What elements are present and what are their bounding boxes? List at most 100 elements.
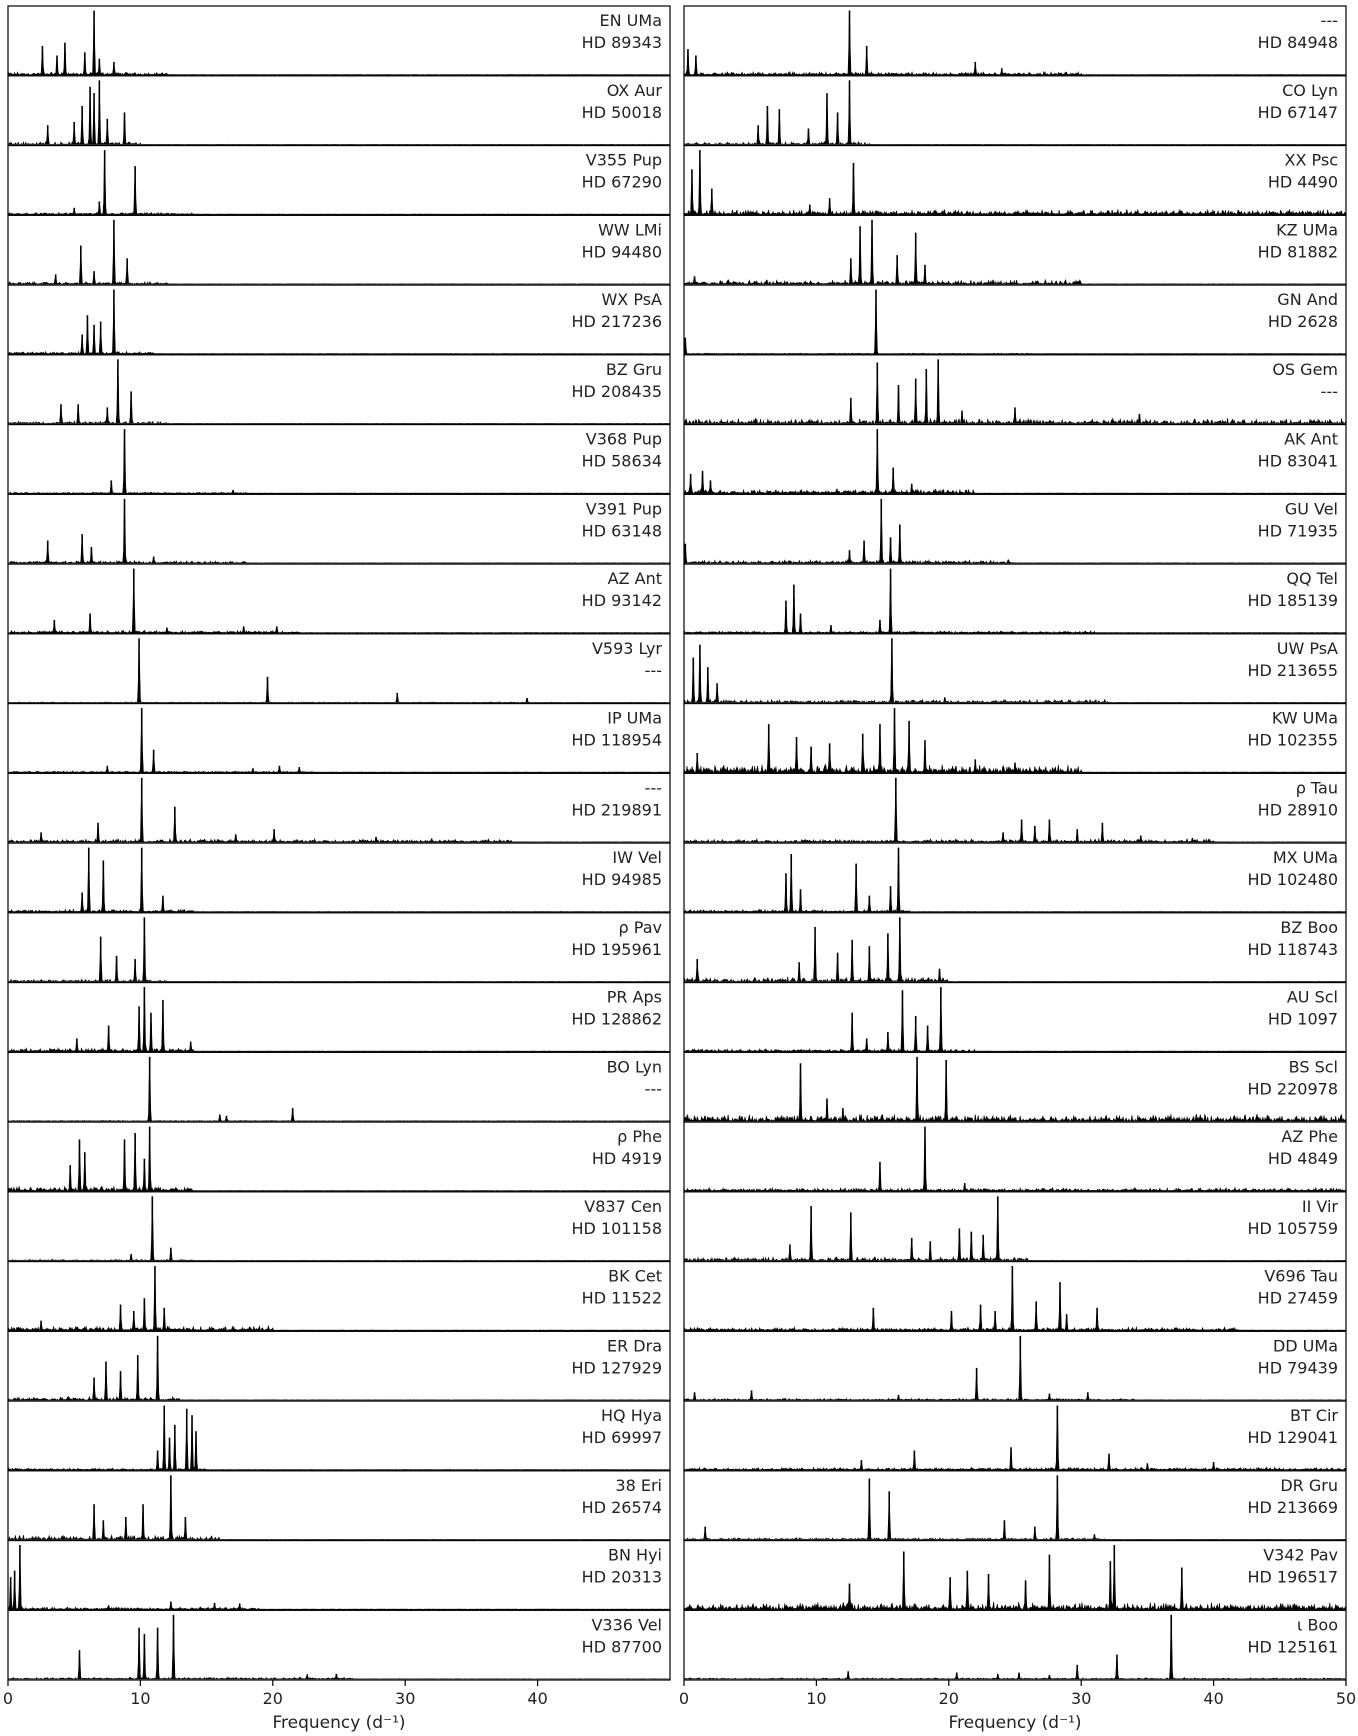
star-name-label: IP UMa	[607, 709, 662, 728]
spectrum-series	[683, 1058, 1347, 1123]
hd-number-label: HD 67290	[582, 173, 662, 192]
star-name-label: V696 Tau	[1264, 1267, 1338, 1286]
spectrum-series	[7, 779, 671, 843]
hd-number-label: HD 84948	[1258, 33, 1338, 52]
star-name-label: V368 Pup	[586, 430, 662, 449]
hd-number-label: HD 105759	[1247, 1219, 1338, 1238]
star-name-label: AZ Phe	[1281, 1127, 1338, 1146]
hd-number-label: HD 213655	[1247, 661, 1338, 680]
panel-frame	[683, 284, 1347, 356]
hd-number-label: HD 4919	[592, 1149, 662, 1168]
star-name-label: II Vir	[1302, 1197, 1339, 1216]
spectrum-series	[683, 646, 1347, 704]
star-name-label: BZ Gru	[606, 360, 662, 379]
panel-frame	[7, 423, 671, 495]
panel: BN Hyi HD 20313	[7, 1539, 671, 1611]
panel: V391 Pup HD 63148	[7, 493, 671, 565]
spectrum-series	[683, 10, 1347, 76]
panel: BZ Gru HD 208435	[7, 354, 671, 426]
hd-number-label: HD 185139	[1247, 591, 1338, 610]
star-name-label: KZ UMa	[1276, 220, 1338, 239]
hd-number-label: HD 27459	[1258, 1289, 1338, 1308]
star-name-label: CO Lyn	[1282, 81, 1338, 100]
star-name-label: V837 Cen	[584, 1197, 662, 1216]
spectrum-series	[683, 1413, 1347, 1471]
panel: ρ Pav HD 195961	[7, 912, 671, 984]
panel-frame	[683, 423, 1347, 495]
spectrum-series	[7, 1614, 671, 1680]
panel: ρ Phe HD 4919	[7, 1121, 671, 1193]
star-name-label: V593 Lyr	[592, 639, 662, 658]
spectrum-series	[7, 1344, 671, 1401]
spectrum-series	[7, 1408, 671, 1471]
star-name-label: WX PsA	[601, 290, 662, 309]
hd-number-label: HD 102480	[1247, 870, 1338, 889]
panel: AZ Phe HD 4849	[683, 1121, 1347, 1193]
panel-frame	[683, 981, 1347, 1053]
spectrum-series	[7, 1268, 671, 1332]
x-tick-label: 40	[527, 1689, 547, 1708]
panel-frame	[683, 1260, 1347, 1332]
star-name-label: QQ Tel	[1286, 569, 1338, 588]
panel: HQ Hya HD 69997	[7, 1400, 671, 1472]
star-name-label: V391 Pup	[586, 499, 662, 518]
spectrum-series	[683, 1478, 1347, 1541]
panel-frame	[7, 1051, 671, 1123]
hd-number-label: HD 196517	[1247, 1568, 1338, 1587]
hd-number-label: HD 83041	[1258, 452, 1338, 471]
x-tick-label: 0	[3, 1689, 13, 1708]
panel: V355 Pup HD 67290	[7, 144, 671, 216]
spectrum-series	[7, 10, 671, 76]
star-name-label: ---	[645, 778, 662, 797]
panel-frame	[7, 1539, 671, 1611]
spectrum-series	[683, 1134, 1347, 1192]
panel: KW UMa HD 102355	[683, 702, 1347, 774]
panel: 38 Eri HD 26574	[7, 1470, 671, 1542]
panel: ι Boo HD 125161	[683, 1609, 1347, 1681]
hd-number-label: HD 195961	[571, 940, 662, 959]
panel: DR Gru HD 213669	[683, 1470, 1347, 1542]
panel: --- HD 219891	[7, 772, 671, 844]
spectrum-series	[7, 289, 671, 355]
star-name-label: KW UMa	[1272, 709, 1338, 728]
hd-number-label: HD 217236	[571, 312, 662, 331]
hd-number-label: HD 94985	[582, 870, 662, 889]
hd-number-label: HD 1097	[1268, 1010, 1338, 1029]
panel-frame	[7, 493, 671, 565]
hd-number-label: HD 208435	[571, 382, 662, 401]
panel: DD UMa HD 79439	[683, 1330, 1347, 1402]
panel: V593 Lyr ---	[7, 633, 671, 705]
panel: KZ UMa HD 81882	[683, 214, 1347, 286]
spectrum-series	[7, 995, 671, 1053]
spectrum-series	[7, 640, 671, 703]
star-name-label: V355 Pup	[586, 151, 662, 170]
panel-frame	[683, 144, 1347, 216]
panel: V368 Pup HD 58634	[7, 423, 671, 495]
x-tick-label: 50	[1336, 1689, 1356, 1708]
hd-number-label: HD 125161	[1247, 1637, 1338, 1656]
panel: II Vir HD 105759	[683, 1191, 1347, 1263]
hd-number-label: ---	[1321, 382, 1338, 401]
panel-frame	[683, 75, 1347, 147]
star-name-label: BT Cir	[1290, 1406, 1338, 1425]
panel: V696 Tau HD 27459	[683, 1260, 1347, 1332]
star-name-label: IW Vel	[612, 848, 662, 867]
hd-number-label: HD 118743	[1247, 940, 1338, 959]
panel-frame	[7, 144, 671, 216]
spectrum-series	[683, 1623, 1347, 1680]
panel: PR Aps HD 128862	[7, 981, 671, 1053]
spectrum-series	[683, 989, 1347, 1053]
spectrum-series	[7, 507, 671, 564]
star-name-label: ρ Pav	[619, 918, 662, 937]
panel-frame	[683, 1330, 1347, 1402]
panel-frame	[683, 5, 1347, 77]
hd-number-label: HD 128862	[571, 1010, 662, 1029]
hd-number-label: HD 81882	[1258, 242, 1338, 261]
hd-number-label: HD 63148	[582, 521, 662, 540]
spectrum-series	[7, 1134, 671, 1192]
hd-number-label: HD 26574	[582, 1498, 662, 1517]
hd-number-label: HD 102355	[1247, 731, 1338, 750]
spectrum-series	[683, 289, 1347, 355]
hd-number-label: HD 220978	[1247, 1079, 1338, 1098]
star-name-label: UW PsA	[1277, 639, 1338, 658]
